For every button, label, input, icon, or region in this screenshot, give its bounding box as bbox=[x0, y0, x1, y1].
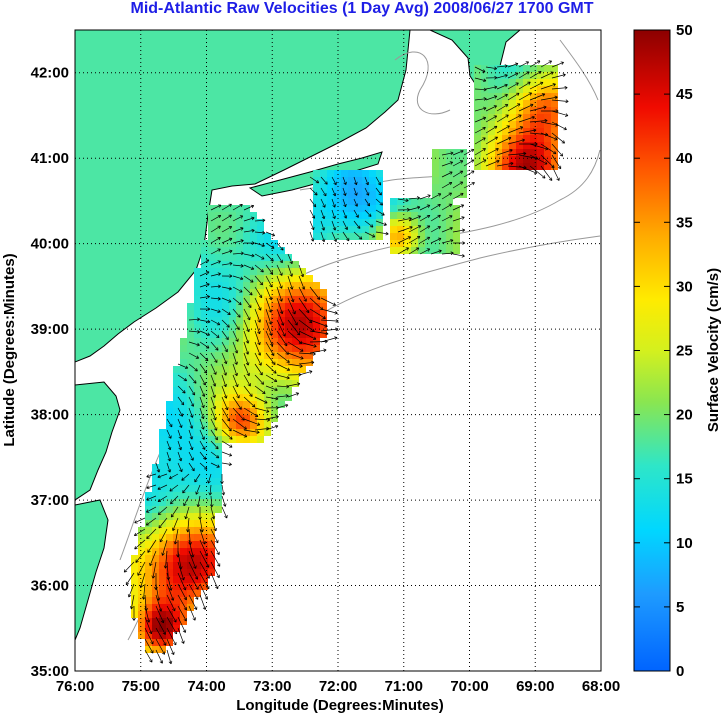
land-delmarva bbox=[75, 381, 121, 501]
colorbar-tick: 10 bbox=[676, 535, 693, 552]
colorbar-tick: 25 bbox=[676, 343, 693, 360]
colorbar-tick: 35 bbox=[676, 214, 693, 231]
velocity-vectors bbox=[123, 60, 569, 665]
y-tick-label: 39:00 bbox=[31, 321, 69, 338]
x-tick-label: 68:00 bbox=[582, 678, 620, 695]
colorbar-tick: 5 bbox=[676, 599, 684, 616]
x-tick-label: 76:00 bbox=[56, 678, 94, 695]
colorbar-tick: 20 bbox=[676, 407, 693, 424]
latitude-axis-label: Latitude (Degrees:Minutes) bbox=[1, 253, 18, 446]
y-tick-label: 38:00 bbox=[31, 407, 69, 424]
latitude-tick-labels: 35:00 36:00 37:00 38:00 39:00 40:00 41:00 42:00 bbox=[31, 65, 69, 680]
x-tick-label: 71:00 bbox=[385, 678, 423, 695]
land-virginia-nc bbox=[75, 499, 109, 641]
longitude-tick-labels: 76:00 75:00 74:00 73:00 72:00 71:00 70:00 69:00… bbox=[56, 678, 620, 695]
x-tick-label: 69:00 bbox=[516, 678, 554, 695]
colorbar-tick: 15 bbox=[676, 471, 693, 488]
y-tick-label: 42:00 bbox=[31, 65, 69, 82]
x-tick-label: 72:00 bbox=[319, 678, 357, 695]
y-tick-label: 35:00 bbox=[31, 663, 69, 680]
x-tick-label: 74:00 bbox=[187, 678, 225, 695]
y-tick-label: 37:00 bbox=[31, 492, 69, 509]
coordinate-grid bbox=[75, 30, 601, 671]
x-tick-label: 73:00 bbox=[253, 678, 291, 695]
colorbar-tick: 40 bbox=[676, 150, 693, 167]
longitude-axis-label: Longitude (Degrees:Minutes) bbox=[236, 697, 444, 714]
colorbar-label: Surface Velocity (cm/s) bbox=[705, 268, 722, 432]
colorbar-tick: 45 bbox=[676, 86, 693, 103]
colorbar-tick: 0 bbox=[676, 663, 684, 680]
colorbar-tick-labels: 0 5 10 15 20 25 30 35 40 45 50 bbox=[634, 22, 693, 680]
map-title: Mid-Atlantic Raw Velocities (1 Day Avg) … bbox=[130, 0, 594, 17]
colorbar-tick: 30 bbox=[676, 278, 693, 295]
y-tick-label: 36:00 bbox=[31, 578, 69, 595]
y-tick-label: 40:00 bbox=[31, 236, 69, 253]
x-tick-label: 70:00 bbox=[450, 678, 488, 695]
land-mass bbox=[75, 30, 411, 363]
colorbar-tick: 50 bbox=[676, 22, 693, 39]
x-tick-label: 75:00 bbox=[122, 678, 160, 695]
y-tick-label: 41:00 bbox=[31, 150, 69, 167]
